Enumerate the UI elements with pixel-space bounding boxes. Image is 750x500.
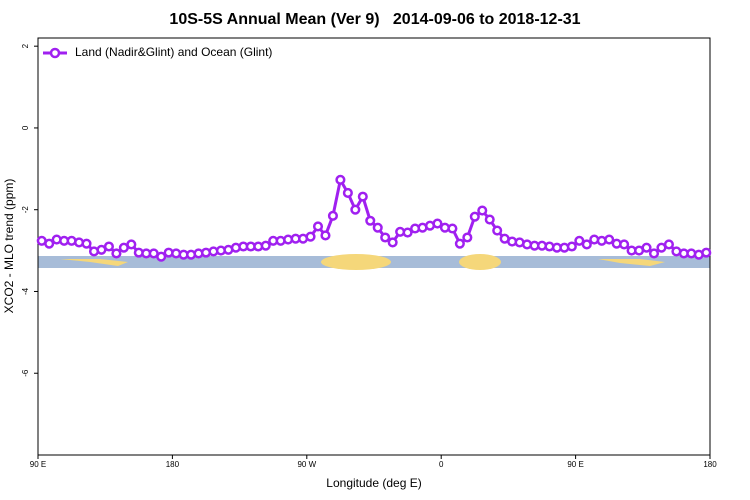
data-point xyxy=(574,235,585,246)
y-tick-label: -6 xyxy=(21,369,30,377)
y-tick-label: 2 xyxy=(21,43,30,48)
data-point xyxy=(604,234,615,245)
data-point xyxy=(432,218,443,229)
data-point xyxy=(619,239,630,250)
data-point xyxy=(350,204,361,215)
data-point xyxy=(380,232,391,243)
data-point xyxy=(335,174,346,185)
data-point xyxy=(469,211,480,222)
data-point xyxy=(402,227,413,238)
data-point xyxy=(641,242,652,253)
data-point xyxy=(648,248,660,259)
data-point xyxy=(312,221,324,232)
plot-frame xyxy=(37,37,711,456)
x-axis-label: Longitude (deg E) xyxy=(326,476,421,490)
land-patch xyxy=(459,254,501,270)
data-point xyxy=(701,247,712,258)
land-patch xyxy=(60,259,128,266)
data-point xyxy=(103,241,114,252)
data-point xyxy=(566,241,577,252)
data-point xyxy=(454,238,465,249)
data-point xyxy=(305,231,316,242)
chart-title: 10S-5S Annual Mean (Ver 9) 2014-09-06 to… xyxy=(169,11,580,28)
y-tick-label: -4 xyxy=(21,287,30,295)
data-point xyxy=(327,210,338,221)
y-tick-label: -2 xyxy=(21,206,30,214)
data-point xyxy=(581,239,592,250)
data-point xyxy=(126,239,137,250)
data-point xyxy=(492,225,503,236)
y-tick-label: 0 xyxy=(21,125,30,130)
data-point xyxy=(462,232,473,243)
legend-label: Land (Nadir&Glint) and Ocean (Glint) xyxy=(75,45,272,59)
land-patch xyxy=(321,254,391,270)
data-point xyxy=(447,223,458,234)
data-point xyxy=(156,251,167,262)
data-point xyxy=(260,240,271,251)
x-tick-label: 180 xyxy=(166,460,180,469)
data-point xyxy=(387,237,398,248)
legend: Land (Nadir&Glint) and Ocean (Glint) xyxy=(43,45,272,59)
x-tick-label: 90 E xyxy=(30,460,46,469)
data-point xyxy=(663,239,674,250)
data-point xyxy=(342,187,353,198)
legend-marker xyxy=(49,47,61,59)
x-tick-label: 180 xyxy=(703,460,717,469)
x-tick-label: 90 E xyxy=(567,460,583,469)
data-point xyxy=(111,248,122,259)
land-patch xyxy=(598,259,665,266)
data-point xyxy=(44,238,55,249)
map-strip xyxy=(38,254,710,270)
data-point xyxy=(357,191,368,202)
data-point xyxy=(372,222,383,233)
x-tick-label: 0 xyxy=(439,460,444,469)
y-axis-label: XCO2 - MLO trend (ppm) xyxy=(2,179,16,314)
x-tick-label: 90 W xyxy=(297,460,316,469)
data-point xyxy=(484,214,495,225)
data-point xyxy=(477,205,488,216)
data-point xyxy=(320,230,331,241)
data-point xyxy=(81,238,92,249)
data-point xyxy=(365,215,376,226)
